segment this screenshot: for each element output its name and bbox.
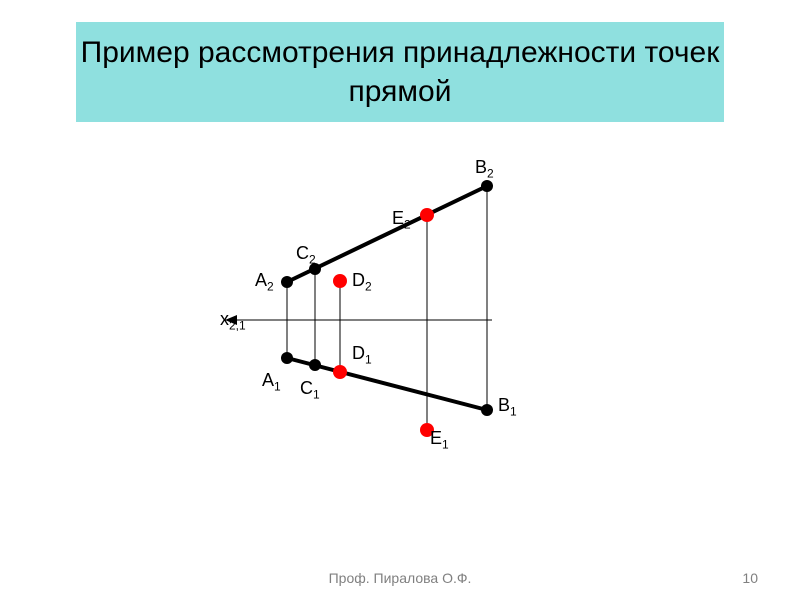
footer-author: Проф. Пиралова О.Ф. (0, 570, 800, 586)
diagram (0, 0, 800, 600)
label-A2: A2 (255, 270, 274, 294)
point-D2 (333, 274, 347, 288)
label-E2: E2 (392, 208, 411, 232)
label-D1: D1 (352, 343, 372, 367)
label-B2: B2 (475, 157, 494, 181)
point-A2 (281, 276, 293, 288)
point-E2 (420, 208, 434, 222)
page-number: 10 (742, 570, 758, 586)
label-A1: A1 (262, 370, 281, 394)
point-B2 (481, 180, 493, 192)
point-B1 (481, 404, 493, 416)
label-C2: C2 (296, 243, 316, 267)
label-B1: B1 (498, 395, 517, 419)
point-A1 (281, 352, 293, 364)
label-C1: C1 (300, 378, 320, 402)
label-x21: x2,1 (220, 309, 246, 333)
label-D2: D2 (352, 270, 372, 294)
point-C1 (309, 359, 321, 371)
point-D1 (333, 365, 347, 379)
label-E1: E1 (430, 428, 449, 452)
